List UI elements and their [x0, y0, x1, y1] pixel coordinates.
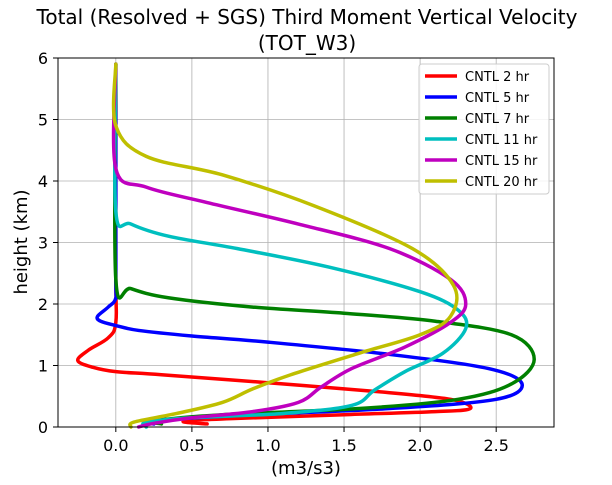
legend-label-cntl-2-hr: CNTL 2 hr: [465, 70, 530, 85]
y-tick-label: 5: [38, 111, 48, 130]
x-tick-label: 0.0: [103, 436, 128, 455]
axis-ticks: 0.0 0.5 1.0 1.5 2.0 2.5 0 1 2 3 4 5 6: [38, 49, 509, 455]
x-tick-label: 0.5: [179, 436, 204, 455]
legend-label-cntl-7-hr: CNTL 7 hr: [465, 112, 530, 127]
series-line-cntl-20-hr: [111, 62, 459, 429]
series-line-cntl-15-hr: [111, 62, 468, 429]
x-tick-label: 2.0: [407, 436, 432, 455]
x-axis-label: (m3/s3): [271, 458, 341, 479]
y-tick-label: 4: [38, 172, 48, 191]
legend-label-cntl-15-hr: CNTL 15 hr: [465, 154, 538, 169]
y-tick-label: 1: [38, 357, 48, 376]
series-lines: [76, 62, 536, 429]
y-tick-label: 6: [38, 49, 48, 68]
legend-label-cntl-20-hr: CNTL 20 hr: [465, 175, 538, 190]
x-tick-label: 1.5: [331, 436, 356, 455]
y-tick-label: 0: [38, 418, 48, 437]
x-tick-label: 1.0: [255, 436, 280, 455]
series-line-cntl-11-hr: [112, 62, 469, 429]
chart-title: Total (Resolved + SGS) Third Moment Vert…: [36, 5, 578, 29]
y-tick-label: 2: [38, 295, 48, 314]
y-tick-label: 3: [38, 234, 48, 253]
y-axis-label: height (km): [11, 189, 32, 294]
x-tick-label: 2.5: [483, 436, 508, 455]
legend: CNTL 2 hr CNTL 5 hr CNTL 7 hr CNTL 11 hr CNT…: [418, 63, 550, 195]
chart-subtitle: (TOT_W3): [258, 31, 356, 55]
legend-label-cntl-5-hr: CNTL 5 hr: [465, 91, 530, 106]
legend-label-cntl-11-hr: CNTL 11 hr: [465, 133, 538, 148]
